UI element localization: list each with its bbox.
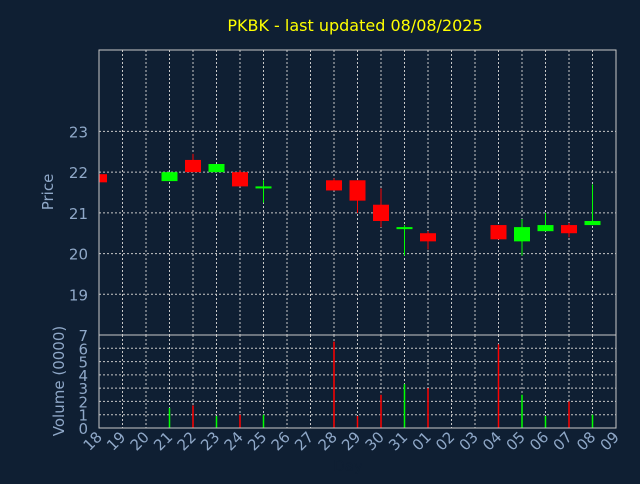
volume-axis-label: Volume (0000) (50, 326, 68, 436)
x-tick-label: 04 (479, 428, 505, 454)
volume-y-tick-label: 5 (78, 354, 88, 372)
volume-bar (215, 416, 218, 428)
x-tick-label: 24 (221, 428, 247, 454)
candle-body (490, 225, 507, 240)
candle-body (349, 180, 366, 201)
x-tick-label: 09 (597, 428, 623, 454)
price-y-tick-label: 19 (69, 286, 88, 304)
volume-bar (427, 388, 429, 428)
candle-body (514, 227, 530, 242)
candle-body (185, 159, 201, 173)
x-tick-label: 30 (362, 428, 388, 454)
x-tick-label: 05 (503, 428, 529, 454)
price-axis-label: Price (39, 174, 57, 211)
candle-body (99, 174, 107, 183)
x-tick-label: 26 (268, 428, 294, 454)
volume-y-tick-label: 7 (78, 327, 88, 345)
x-tick-label: 06 (526, 428, 552, 454)
x-tick-label: 28 (315, 428, 341, 454)
x-tick-label: 01 (409, 428, 435, 454)
volume-bar (544, 416, 547, 428)
volume-y-tick-label: 3 (78, 380, 88, 398)
volume-grid (99, 335, 616, 428)
candle-body (373, 204, 389, 221)
candle-body (232, 172, 248, 187)
price-y-tick-label: 23 (69, 123, 88, 141)
x-tick-label: 20 (127, 428, 153, 454)
volume-bar (497, 344, 500, 428)
x-axis-ticks: 1819202122232425262728293031010203040506… (80, 428, 623, 454)
volume-y-tick-label: 2 (78, 393, 88, 411)
candle-body (255, 186, 272, 189)
candle-body (396, 227, 413, 230)
candle-body (208, 164, 225, 173)
x-tick-label: 31 (385, 428, 411, 454)
volume-y-tick-label: 4 (78, 367, 88, 385)
x-tick-label: 08 (573, 428, 599, 454)
price-grid (99, 50, 616, 335)
x-tick-label: 02 (432, 428, 458, 454)
price-y-tick-label: 20 (69, 246, 88, 264)
x-tick-label: 19 (103, 428, 129, 454)
candle-body (584, 221, 601, 226)
volume-bar (333, 341, 335, 428)
candle-body (537, 225, 554, 232)
price-y-tick-label: 22 (69, 164, 88, 182)
x-tick-label: 22 (174, 428, 200, 454)
price-y-tick-label: 21 (69, 205, 88, 223)
volume-y-tick-label: 6 (78, 340, 88, 358)
volume-bar (262, 414, 265, 428)
candle-body (561, 225, 577, 234)
x-tick-label: 27 (291, 428, 317, 454)
volume-panel-frame (98, 334, 617, 429)
volume-bar (356, 416, 359, 428)
volume-bar (403, 384, 406, 428)
volume-bar (380, 394, 382, 428)
volume-bar (168, 408, 171, 428)
x-tick-label: 21 (150, 428, 176, 454)
chart-title: PKBK - last updated 08/08/2025 (227, 16, 482, 35)
volume-bars (168, 341, 594, 428)
x-tick-label: 23 (197, 428, 223, 454)
x-tick-label: 29 (338, 428, 364, 454)
volume-bar (568, 401, 570, 428)
volume-bar (239, 414, 241, 428)
x-tick-label: 07 (550, 428, 576, 454)
x-tick-label: 25 (244, 428, 270, 454)
candle-body (420, 233, 436, 242)
volume-y-tick-label: 0 (78, 420, 88, 438)
volume-bar (521, 394, 523, 428)
volume-bar (192, 405, 194, 428)
candles (98, 153, 601, 256)
volume-bar (591, 414, 594, 428)
x-tick-label: 03 (456, 428, 482, 454)
candle-body (326, 180, 342, 191)
x-axis-label: Day (333, 457, 363, 475)
candle-body (161, 172, 178, 182)
price-y-ticks: 19 20 21 22 23 (69, 123, 88, 304)
volume-y-tick-label: 1 (78, 407, 88, 425)
